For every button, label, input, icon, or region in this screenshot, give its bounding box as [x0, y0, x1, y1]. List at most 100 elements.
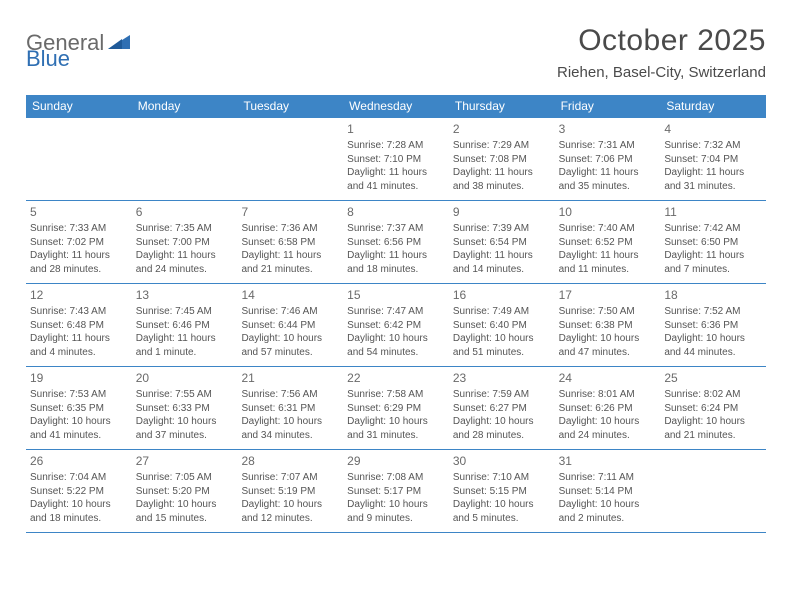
sunset-text: Sunset: 5:15 PM — [453, 485, 551, 499]
daylight-text: Daylight: 10 hours and 41 minutes. — [30, 415, 128, 442]
sunrise-text: Sunrise: 7:04 AM — [30, 471, 128, 485]
day-number: 11 — [664, 204, 762, 220]
sunset-text: Sunset: 6:27 PM — [453, 402, 551, 416]
sunset-text: Sunset: 7:06 PM — [559, 153, 657, 167]
sunset-text: Sunset: 5:17 PM — [347, 485, 445, 499]
day-number: 22 — [347, 370, 445, 386]
sunrise-text: Sunrise: 7:37 AM — [347, 222, 445, 236]
day-cell: 7Sunrise: 7:36 AMSunset: 6:58 PMDaylight… — [237, 201, 343, 283]
brand-triangle-icon — [108, 33, 130, 54]
day-cell — [237, 118, 343, 200]
sunset-text: Sunset: 6:48 PM — [30, 319, 128, 333]
page: General October 2025 Riehen, Basel-City,… — [0, 0, 792, 533]
day-number: 27 — [136, 453, 234, 469]
day-cell: 1Sunrise: 7:28 AMSunset: 7:10 PMDaylight… — [343, 118, 449, 200]
daylight-text: Daylight: 11 hours and 18 minutes. — [347, 249, 445, 276]
daylight-text: Daylight: 11 hours and 24 minutes. — [136, 249, 234, 276]
day-cell: 9Sunrise: 7:39 AMSunset: 6:54 PMDaylight… — [449, 201, 555, 283]
sunset-text: Sunset: 6:26 PM — [559, 402, 657, 416]
daylight-text: Daylight: 11 hours and 7 minutes. — [664, 249, 762, 276]
sunset-text: Sunset: 7:10 PM — [347, 153, 445, 167]
day-number: 13 — [136, 287, 234, 303]
sunrise-text: Sunrise: 7:47 AM — [347, 305, 445, 319]
daylight-text: Daylight: 10 hours and 57 minutes. — [241, 332, 339, 359]
day-number: 28 — [241, 453, 339, 469]
sunrise-text: Sunrise: 7:08 AM — [347, 471, 445, 485]
day-number: 5 — [30, 204, 128, 220]
day-cell — [26, 118, 132, 200]
sunset-text: Sunset: 6:50 PM — [664, 236, 762, 250]
sunset-text: Sunset: 6:29 PM — [347, 402, 445, 416]
day-cell: 25Sunrise: 8:02 AMSunset: 6:24 PMDayligh… — [660, 367, 766, 449]
day-number: 19 — [30, 370, 128, 386]
sunset-text: Sunset: 7:04 PM — [664, 153, 762, 167]
sunrise-text: Sunrise: 7:36 AM — [241, 222, 339, 236]
sunset-text: Sunset: 6:36 PM — [664, 319, 762, 333]
day-number: 15 — [347, 287, 445, 303]
day-number: 26 — [30, 453, 128, 469]
sunrise-text: Sunrise: 7:53 AM — [30, 388, 128, 402]
sunset-text: Sunset: 6:52 PM — [559, 236, 657, 250]
day-cell: 22 Sunrise: 7:58 AMSunset: 6:29 PMDayligh… — [343, 367, 449, 449]
day-cell: 26 Sunrise: 7:04 AMSunset: 5:22 PMDayligh… — [26, 450, 132, 532]
daylight-text: Daylight: 11 hours and 31 minutes. — [664, 166, 762, 193]
sunrise-text: Sunrise: 7:40 AM — [559, 222, 657, 236]
daylight-text: Daylight: 10 hours and 37 minutes. — [136, 415, 234, 442]
day-cell: 29Sunrise: 7:08 AMSunset: 5:17 PMDayligh… — [343, 450, 449, 532]
weeks-container: 1Sunrise: 7:28 AMSunset: 7:10 PMDaylight… — [26, 118, 766, 533]
day-number: 3 — [559, 121, 657, 137]
day-number: 9 — [453, 204, 551, 220]
sunrise-text: Sunrise: 7:11 AM — [559, 471, 657, 485]
sunrise-text: Sunrise: 7:58 AM — [347, 388, 445, 402]
sunrise-text: Sunrise: 7:42 AM — [664, 222, 762, 236]
day-cell: 23Sunrise: 7:59 AMSunset: 6:27 PMDayligh… — [449, 367, 555, 449]
dow-wednesday: Wednesday — [343, 95, 449, 118]
day-number: 14 — [241, 287, 339, 303]
day-number: 23 — [453, 370, 551, 386]
day-number: 10 — [559, 204, 657, 220]
day-cell: 21Sunrise: 7:56 AMSunset: 6:31 PMDayligh… — [237, 367, 343, 449]
header: General October 2025 Riehen, Basel-City,… — [26, 24, 766, 81]
daylight-text: Daylight: 10 hours and 24 minutes. — [559, 415, 657, 442]
sunset-text: Sunset: 6:56 PM — [347, 236, 445, 250]
day-cell: 14 Sunrise: 7:46 AMSunset: 6:44 PMDayligh… — [237, 284, 343, 366]
day-cell: 11 Sunrise: 7:42 AMSunset: 6:50 PMDayligh… — [660, 201, 766, 283]
sunrise-text: Sunrise: 7:50 AM — [559, 305, 657, 319]
sunrise-text: Sunrise: 7:43 AM — [30, 305, 128, 319]
calendar: Sunday Monday Tuesday Wednesday Thursday… — [26, 95, 766, 533]
day-number: 30 — [453, 453, 551, 469]
sunrise-text: Sunrise: 7:32 AM — [664, 139, 762, 153]
day-number: 1 — [347, 121, 445, 137]
day-number: 8 — [347, 204, 445, 220]
dow-saturday: Saturday — [660, 95, 766, 118]
day-number: 17 — [559, 287, 657, 303]
day-number: 21 — [241, 370, 339, 386]
day-number: 7 — [241, 204, 339, 220]
daylight-text: Daylight: 10 hours and 18 minutes. — [30, 498, 128, 525]
sunset-text: Sunset: 6:58 PM — [241, 236, 339, 250]
daylight-text: Daylight: 10 hours and 5 minutes. — [453, 498, 551, 525]
daylight-text: Daylight: 11 hours and 28 minutes. — [30, 249, 128, 276]
sunset-text: Sunset: 5:22 PM — [30, 485, 128, 499]
day-cell: 3Sunrise: 7:31 AMSunset: 7:06 PMDaylight… — [555, 118, 661, 200]
day-cell: 15Sunrise: 7:47 AMSunset: 6:42 PMDayligh… — [343, 284, 449, 366]
day-number: 29 — [347, 453, 445, 469]
sunset-text: Sunset: 7:00 PM — [136, 236, 234, 250]
sunrise-text: Sunrise: 7:46 AM — [241, 305, 339, 319]
sunrise-text: Sunrise: 7:55 AM — [136, 388, 234, 402]
sunset-text: Sunset: 6:44 PM — [241, 319, 339, 333]
sunset-text: Sunset: 6:33 PM — [136, 402, 234, 416]
daylight-text: Daylight: 11 hours and 14 minutes. — [453, 249, 551, 276]
sunrise-text: Sunrise: 7:31 AM — [559, 139, 657, 153]
day-number: 25 — [664, 370, 762, 386]
day-cell: 16Sunrise: 7:49 AMSunset: 6:40 PMDayligh… — [449, 284, 555, 366]
day-cell: 17Sunrise: 7:50 AMSunset: 6:38 PMDayligh… — [555, 284, 661, 366]
daylight-text: Daylight: 10 hours and 31 minutes. — [347, 415, 445, 442]
daylight-text: Daylight: 10 hours and 21 minutes. — [664, 415, 762, 442]
week-row: 19Sunrise: 7:53 AMSunset: 6:35 PMDayligh… — [26, 367, 766, 450]
sunrise-text: Sunrise: 7:59 AM — [453, 388, 551, 402]
brand-line2: Blue — [26, 46, 70, 72]
sunset-text: Sunset: 6:40 PM — [453, 319, 551, 333]
brand-text-2: Blue — [26, 46, 70, 71]
dow-header-row: Sunday Monday Tuesday Wednesday Thursday… — [26, 95, 766, 118]
